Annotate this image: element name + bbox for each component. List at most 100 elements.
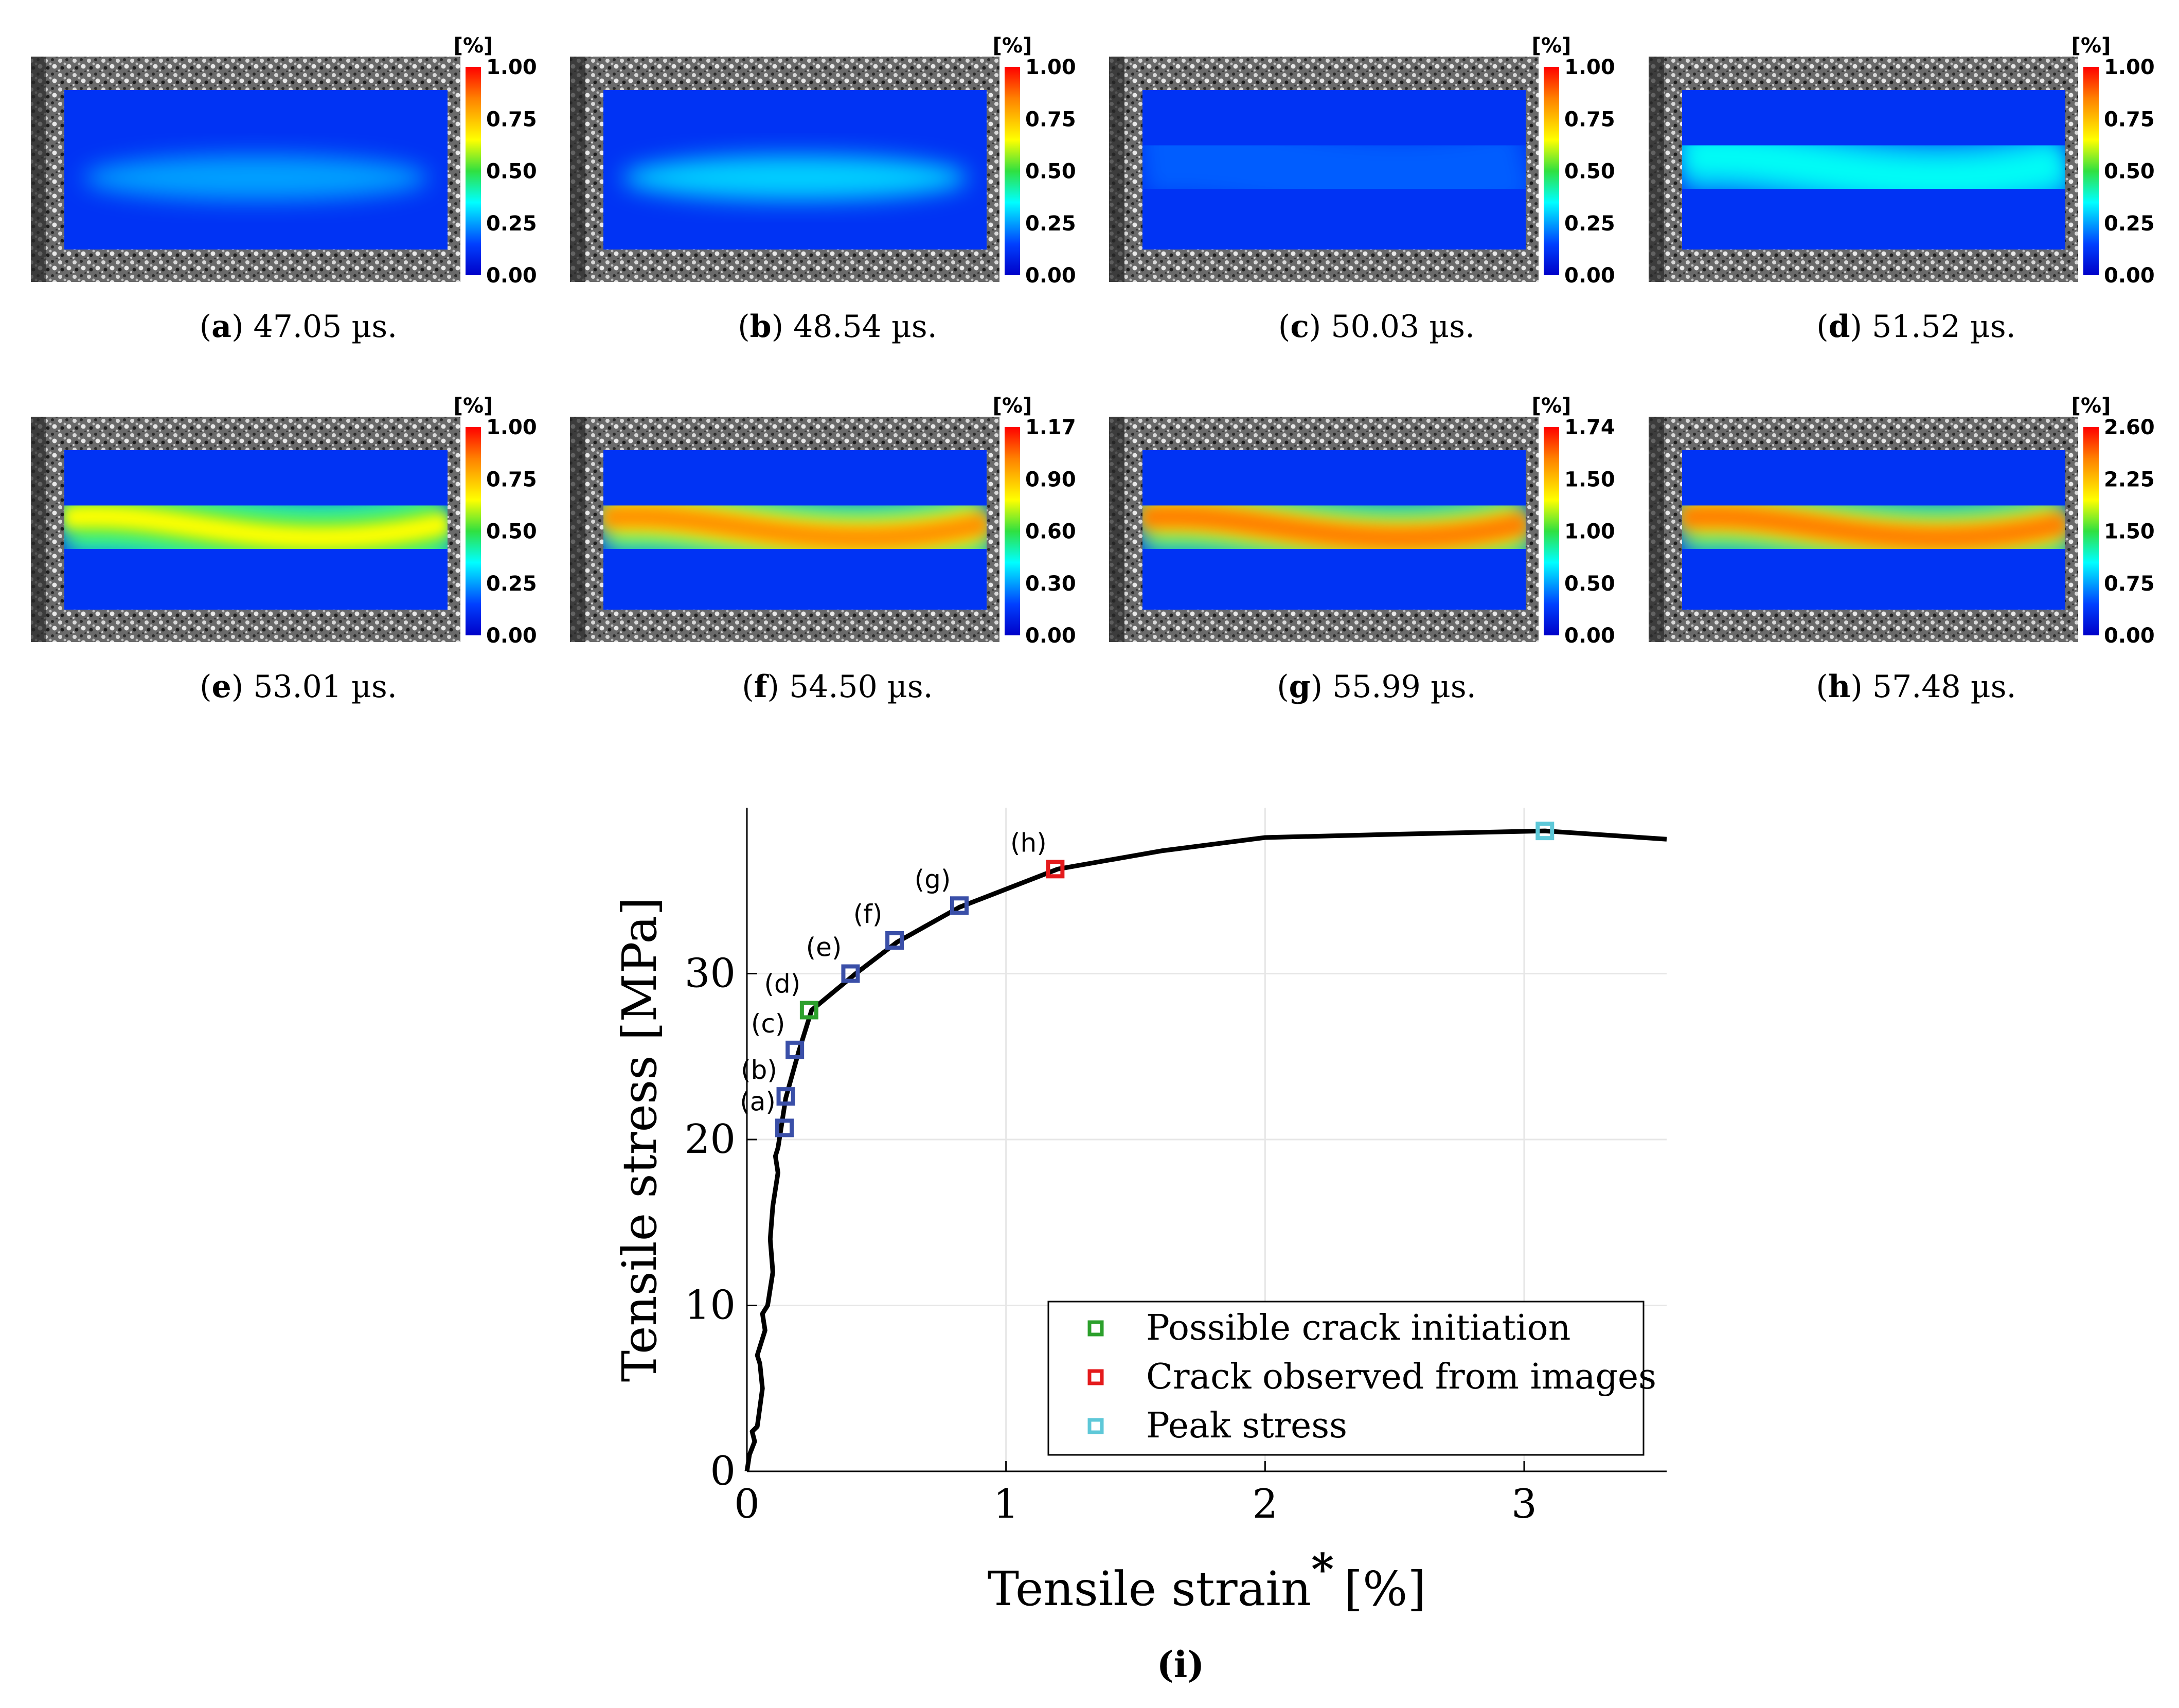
colorbar-tick-label: 0.00 bbox=[486, 264, 537, 288]
colorbar bbox=[1005, 427, 1020, 635]
specimen-edge-left bbox=[570, 57, 585, 282]
panel-time: 51.52 µs. bbox=[1872, 309, 2016, 345]
colorbar-tick-label: 0.25 bbox=[1025, 212, 1076, 236]
legend-marker bbox=[1087, 1369, 1104, 1385]
strain-band-mid bbox=[1682, 134, 2065, 200]
legend bbox=[1047, 1301, 1645, 1456]
colorbar-tick-label: 1.00 bbox=[1564, 520, 1615, 544]
strain-field-panels: [%]1.000.750.500.250.00(a) 47.05 µs.[%]1… bbox=[31, 34, 2155, 705]
strain-field bbox=[1142, 450, 1526, 610]
colorbar bbox=[2083, 67, 2099, 275]
marker-label: (c) bbox=[751, 1009, 785, 1039]
marker-label: (a) bbox=[740, 1087, 776, 1116]
panel-time: 55.99 µs. bbox=[1332, 669, 1476, 705]
colorbar-tick-label: 0.75 bbox=[2104, 572, 2155, 596]
marker-label: (f) bbox=[853, 899, 883, 929]
colorbar-unit: [%] bbox=[454, 394, 493, 418]
colorbar-tick-label: 0.50 bbox=[2104, 160, 2155, 184]
colorbar-unit: [%] bbox=[2071, 34, 2111, 58]
colorbar-tick-label: 0.75 bbox=[1564, 108, 1615, 131]
strain-band-core bbox=[603, 506, 987, 548]
colorbar-tick-label: 2.60 bbox=[2104, 416, 2155, 439]
legend-marker bbox=[1087, 1320, 1104, 1337]
colorbar-unit: [%] bbox=[454, 34, 493, 58]
colorbar-unit: [%] bbox=[1532, 394, 1571, 418]
stress-strain-chart: 0 1 2 30102030(a)(b)(c)(d)(e)(f)(g)(h)Tensi… bbox=[612, 808, 1667, 1686]
panel-e: [%]1.00 0.75 0.50 0.25 0.00 (e) 53.01 µs. bbox=[31, 394, 537, 705]
x-axis-label-superscript: * bbox=[1311, 1544, 1334, 1595]
colorbar-tick-label: 1.00 bbox=[1025, 56, 1076, 79]
colorbar-tick-label: 1.74 bbox=[1564, 416, 1615, 439]
panel-b: [%]1.00 0.75 0.50 0.25 0.00 (b) 48.54 µs. bbox=[570, 34, 1076, 345]
stress-strain-line bbox=[744, 828, 1667, 1472]
colorbar-tick-label: 0.90 bbox=[1025, 468, 1076, 491]
colorbar-tick-label: 1.00 bbox=[1564, 56, 1615, 79]
colorbar-tick-label: 0.00 bbox=[2104, 624, 2155, 648]
colorbar-tick-label: 0.25 bbox=[486, 212, 537, 236]
specimen-edge-left bbox=[1109, 57, 1124, 282]
strain-field bbox=[603, 90, 987, 250]
x-axis-label-unit: [%] bbox=[1344, 1561, 1426, 1616]
strain-band-faint bbox=[622, 155, 968, 200]
strain-band-core bbox=[64, 506, 448, 548]
marker-label: (g) bbox=[915, 864, 951, 894]
marker-label: (e) bbox=[806, 933, 842, 963]
data-marker-e bbox=[841, 964, 860, 983]
data-marker-peak bbox=[1535, 822, 1555, 841]
colorbar-tick-label: 1.00 bbox=[2104, 56, 2155, 79]
data-marker-a bbox=[775, 1118, 794, 1137]
y-tick-label: 0 bbox=[710, 1448, 736, 1494]
panel-time: 50.03 µs. bbox=[1331, 309, 1475, 345]
panel-h: [%]2.60 2.25 1.50 0.75 0.00 (h) 57.48 µs. bbox=[1649, 394, 2155, 705]
x-tick-label: 0 bbox=[734, 1481, 760, 1527]
x-tick-label: 1 bbox=[993, 1481, 1019, 1527]
panel-caption: (f) 54.50 µs. bbox=[742, 669, 933, 705]
data-marker-f bbox=[885, 931, 904, 950]
y-tick-label: 30 bbox=[685, 951, 736, 997]
panel-time: 53.01 µs. bbox=[253, 669, 397, 705]
chart-caption: (i) bbox=[1157, 1643, 1205, 1686]
colorbar-tick-label: 0.60 bbox=[1025, 520, 1076, 544]
panel-letter: h bbox=[1828, 669, 1851, 705]
colorbar bbox=[1005, 67, 1020, 275]
colorbar-tick-label: 1.00 bbox=[486, 416, 537, 439]
colorbar-tick-label: 0.75 bbox=[1025, 108, 1076, 131]
colorbar bbox=[1544, 67, 1559, 275]
panel-letter: g bbox=[1289, 669, 1311, 705]
panel-g: [%]1.74 1.50 1.00 0.50 0.00 (g) 55.99 µs. bbox=[1109, 394, 1615, 705]
specimen-edge-left bbox=[570, 417, 585, 642]
y-tick-label: 10 bbox=[685, 1283, 736, 1329]
panel-letter: b bbox=[750, 309, 772, 345]
specimen-edge-left bbox=[1649, 417, 1664, 642]
panel-caption: (a) 47.05 µs. bbox=[200, 309, 398, 345]
specimen-edge-left bbox=[1109, 417, 1124, 642]
colorbar-tick-label: 0.50 bbox=[1025, 160, 1076, 184]
colorbar-tick-label: 0.50 bbox=[486, 520, 537, 544]
colorbar-tick-label: 2.25 bbox=[2104, 468, 2155, 491]
specimen-edge-left bbox=[31, 57, 46, 282]
x-tick-label: 3 bbox=[1511, 1481, 1537, 1527]
strain-band-outer bbox=[1142, 117, 1526, 217]
panel-d: [%]1.00 0.75 0.50 0.25 0.00 (d) 51.52 µs. bbox=[1649, 34, 2155, 345]
colorbar-tick-label: 0.25 bbox=[1564, 212, 1615, 236]
marker-label: (b) bbox=[741, 1055, 777, 1085]
colorbar-tick-label: 0.00 bbox=[486, 624, 537, 648]
colorbar bbox=[466, 427, 481, 635]
data-marker-b bbox=[776, 1087, 795, 1106]
data-marker-d bbox=[799, 1001, 818, 1020]
panel-time: 54.50 µs. bbox=[789, 669, 933, 705]
specimen-edge-left bbox=[1649, 57, 1664, 282]
panel-caption: (d) 51.52 µs. bbox=[1816, 309, 2016, 345]
panel-time: 47.05 µs. bbox=[254, 309, 398, 345]
marker-label: (h) bbox=[1010, 828, 1047, 858]
colorbar-tick-label: 1.00 bbox=[486, 56, 537, 79]
colorbar-unit: [%] bbox=[993, 394, 1032, 418]
panel-c: [%]1.00 0.75 0.50 0.25 0.00 (c) 50.03 µs. bbox=[1109, 34, 1615, 345]
colorbar-tick-label: 0.25 bbox=[486, 572, 537, 596]
colorbar-tick-label: 0.75 bbox=[2104, 108, 2155, 131]
panel-time: 57.48 µs. bbox=[1872, 669, 2016, 705]
strain-field bbox=[603, 450, 987, 610]
y-axis-label: Tensile stress [MPa] bbox=[612, 897, 667, 1382]
panel-letter: a bbox=[211, 309, 231, 345]
